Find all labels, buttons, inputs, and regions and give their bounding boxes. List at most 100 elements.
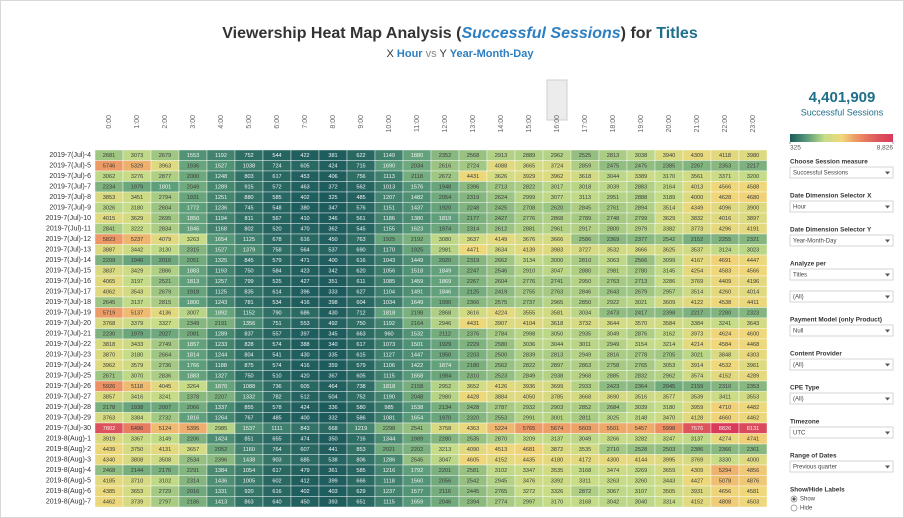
cell-label: 4172 (579, 458, 591, 464)
cell-label: 617 (272, 174, 281, 180)
cell-label: 666 (356, 479, 365, 485)
cell-label: 412 (300, 479, 309, 485)
cell-label: 2962 (551, 153, 563, 159)
cell-label: 2935 (579, 332, 591, 338)
radio-button[interactable] (790, 504, 798, 512)
dropdown-value[interactable]: (All) (793, 294, 804, 300)
dropdown-arrow[interactable] (885, 239, 890, 243)
dropdown-arrow[interactable] (885, 295, 890, 299)
dropdown[interactable]: Titles (789, 268, 894, 281)
radio-label[interactable]: Hide (800, 506, 813, 512)
cell-label: 4349 (691, 206, 703, 212)
dropdown-value[interactable]: Hour (793, 204, 806, 210)
dropdown-value[interactable]: Titles (793, 272, 807, 278)
cell-label: 2952 (439, 384, 451, 390)
cell-label: 2604 (159, 206, 171, 212)
dropdown[interactable]: UTC (789, 426, 894, 439)
cell-label: 2541 (411, 426, 423, 432)
cell-label: 2957 (663, 290, 675, 296)
cell-label: 750 (244, 269, 253, 275)
cell-label: 5603 (579, 426, 591, 432)
radio-label[interactable]: Show (800, 497, 816, 503)
dropdown-value[interactable]: Year-Month-Day (793, 238, 836, 244)
cell-label: 2580 (495, 342, 507, 348)
radio-dot[interactable] (792, 497, 796, 501)
dropdown-value[interactable]: (All) (793, 396, 804, 402)
dropdown[interactable]: (All) (789, 358, 894, 371)
cell-label: 1170 (383, 248, 395, 254)
dropdown-box[interactable] (789, 290, 894, 303)
cell-label: 2787 (495, 405, 507, 411)
cell-label: 2863 (579, 363, 591, 369)
cell-label: 2158 (411, 384, 423, 390)
dropdown-box[interactable] (789, 358, 894, 371)
cell-label: 3001 (551, 416, 563, 422)
dropdown-box[interactable] (789, 392, 894, 405)
cell-label: 736 (272, 384, 281, 390)
cell-label: 3773 (691, 227, 703, 233)
cell-label: 3919 (103, 437, 115, 443)
cell-label: 1518 (411, 269, 423, 275)
cell-label: 2118 (411, 174, 423, 180)
cell-label: 2180 (467, 363, 479, 369)
dropdown[interactable]: (All) (789, 392, 894, 405)
dropdown-box[interactable] (789, 268, 894, 281)
cell-label: 2427 (495, 216, 507, 222)
dropdown-arrow[interactable] (885, 397, 890, 401)
cell-label: 1081 (383, 416, 395, 422)
dropdown-box[interactable] (789, 426, 894, 439)
dropdown-box[interactable] (789, 200, 894, 213)
dropdown-box[interactable] (789, 460, 894, 473)
cell-label: 3384 (691, 321, 703, 327)
cell-label: 557 (272, 332, 281, 338)
cell-label: 3785 (551, 395, 563, 401)
dropdown[interactable]: Hour (789, 200, 894, 213)
cell-label: 2267 (467, 279, 479, 285)
cell-label: 1654 (411, 416, 423, 422)
dropdown-value[interactable]: Previous quarter (793, 464, 837, 470)
cell-label: 2839 (523, 353, 535, 359)
cell-label: 811 (245, 216, 254, 222)
dropdown-value[interactable]: Null (793, 328, 803, 334)
dropdown-arrow[interactable] (885, 205, 890, 209)
dropdown-arrow[interactable] (885, 171, 890, 175)
cell-label: 3326 (551, 489, 563, 495)
cell-label: 2799 (635, 216, 647, 222)
dropdown-arrow[interactable] (885, 431, 890, 435)
cell-label: 1038 (243, 164, 255, 170)
dropdown[interactable]: Successful Sessions (789, 166, 894, 179)
dropdown-box[interactable] (789, 324, 894, 337)
cell-label: 5224 (495, 426, 507, 432)
cell-label: 3848 (719, 353, 731, 359)
dropdown[interactable]: (All) (789, 290, 894, 303)
dropdown[interactable]: Null (789, 324, 894, 337)
dropdown-value[interactable]: Successful Sessions (793, 170, 848, 176)
dropdown-value[interactable]: (All) (793, 362, 804, 368)
cell-label: 2377 (635, 237, 647, 243)
dropdown-box[interactable] (789, 166, 894, 179)
dropdown-arrow[interactable] (885, 329, 890, 333)
cell-label: 3443 (663, 479, 675, 485)
cell-label: 616 (356, 258, 365, 264)
cell-label: 2981 (439, 248, 451, 254)
cell-label: 4741 (747, 437, 759, 443)
cell-label: 1192 (215, 153, 227, 159)
cell-label: 1658 (411, 374, 423, 380)
dropdown[interactable]: Year-Month-Day (789, 234, 894, 247)
dropdown[interactable]: Previous quarter (789, 460, 894, 473)
dropdown-arrow[interactable] (885, 363, 890, 367)
dropdown-value[interactable]: UTC (793, 430, 806, 436)
y-tick-label: 2019-7(Jul)-23 (45, 352, 91, 359)
cell-label: 538 (328, 458, 337, 464)
cell-label: 450 (300, 500, 309, 506)
dropdown-box[interactable] (789, 234, 894, 247)
cell-label: 5329 (131, 164, 143, 170)
cell-label: 1332 (243, 395, 255, 401)
cell-label: 3618 (579, 174, 591, 180)
dropdown-arrow[interactable] (885, 465, 890, 469)
dropdown-arrow[interactable] (885, 273, 890, 277)
cell-label: 1125 (243, 237, 255, 243)
cell-label: 2546 (495, 269, 507, 275)
y-tick-label: 2019-7(Jul)-6 (49, 173, 91, 180)
cell-label: 3634 (495, 248, 507, 254)
